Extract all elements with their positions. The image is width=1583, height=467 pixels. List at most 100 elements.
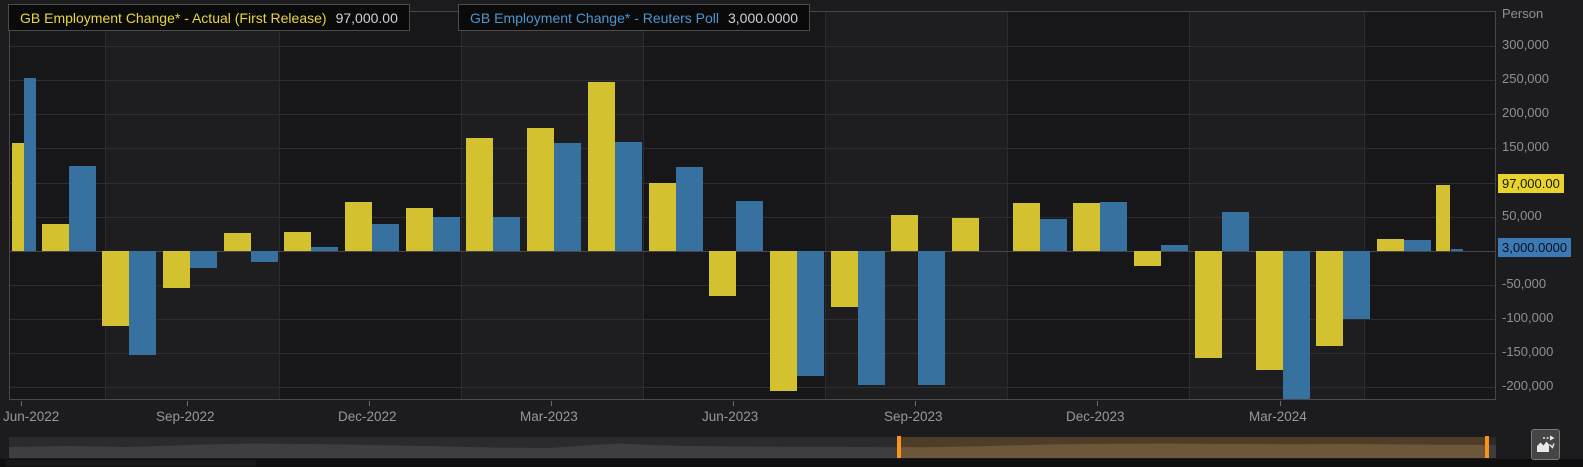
x-tick-label: Jun-2022 xyxy=(3,409,60,424)
bar-poll-Jan-2024[interactable] xyxy=(1161,245,1189,251)
bar-poll-Dec-2023[interactable] xyxy=(1100,201,1128,251)
bar-poll-Apr-2024[interactable] xyxy=(1343,250,1371,320)
bar-poll-Feb-2023[interactable] xyxy=(493,217,521,251)
y-axis-badge-poll: 3,000.0000 xyxy=(1498,238,1572,257)
timeline-navigator[interactable] xyxy=(9,434,1496,458)
x-tick-label: Sep-2022 xyxy=(156,409,215,424)
horizontal-gridline xyxy=(10,387,1495,388)
bar-actual-Feb-2024[interactable] xyxy=(1194,250,1222,358)
navigator-left-handle[interactable] xyxy=(897,436,901,458)
horizontal-gridline xyxy=(10,80,1495,81)
bar-actual-Jul-2023[interactable] xyxy=(769,250,797,392)
bar-actual-Aug-2022[interactable] xyxy=(102,250,130,326)
bar-actual-Sep-2022[interactable] xyxy=(162,250,190,288)
bar-actual-Apr-2024[interactable] xyxy=(1316,250,1344,347)
legend-label-actual: GB Employment Change* - Actual (First Re… xyxy=(20,9,327,26)
bar-actual-May-2024[interactable] xyxy=(1376,239,1404,251)
bar-actual-Jun-2022[interactable] xyxy=(12,143,24,251)
bar-poll-Jul-2022[interactable] xyxy=(68,165,96,251)
bar-poll-Mar-2023[interactable] xyxy=(554,143,582,251)
bar-actual-Dec-2022[interactable] xyxy=(345,201,372,251)
quarter-band xyxy=(825,12,1008,399)
bar-poll-Aug-2023[interactable] xyxy=(857,250,885,386)
bar-actual-Oct-2022[interactable] xyxy=(223,233,251,251)
bar-actual-Jun-2023[interactable] xyxy=(709,250,737,296)
bar-actual-Nov-2023[interactable] xyxy=(1012,203,1040,251)
horizontal-gridline xyxy=(10,148,1495,149)
scroll-thumb[interactable] xyxy=(6,460,256,466)
x-tick-mark xyxy=(551,401,552,406)
vertical-gridline xyxy=(1364,12,1365,399)
bar-actual-Nov-2022[interactable] xyxy=(284,232,312,251)
bar-actual-Feb-2023[interactable] xyxy=(466,137,494,251)
bar-poll-Sep-2023[interactable] xyxy=(918,250,946,386)
area-chart-arrow-icon xyxy=(1537,435,1555,452)
bar-poll-Sep-2022[interactable] xyxy=(189,250,217,268)
y-axis-badge-actual: 97,000.00 xyxy=(1498,174,1564,193)
vertical-gridline xyxy=(461,12,462,399)
x-tick-label: Sep-2023 xyxy=(884,409,943,424)
x-tick-mark xyxy=(915,401,916,406)
bar-poll-Aug-2022[interactable] xyxy=(129,250,157,356)
navigator-right-handle[interactable] xyxy=(1485,436,1489,458)
x-tick-label: Dec-2022 xyxy=(338,409,397,424)
x-tick-mark xyxy=(733,401,734,406)
bar-poll-Jan-2023[interactable] xyxy=(432,216,460,251)
bar-poll-Nov-2023[interactable] xyxy=(1039,218,1067,251)
bar-actual-Aug-2023[interactable] xyxy=(830,250,858,307)
bar-poll-Dec-2022[interactable] xyxy=(372,223,399,251)
horizontal-gridline xyxy=(10,319,1495,320)
y-tick-label: -150,000 xyxy=(1502,344,1554,359)
bar-actual-May-2023[interactable] xyxy=(648,182,676,251)
bar-poll-May-2023[interactable] xyxy=(675,166,703,251)
bar-actual-Jun-2024[interactable] xyxy=(1435,184,1450,251)
bar-actual-Dec-2023[interactable] xyxy=(1073,203,1101,251)
y-axis: Person 300,000 250,000 200,000 150,000 50,00… xyxy=(1497,0,1583,467)
y-tick-label: -100,000 xyxy=(1502,310,1554,325)
legend-label-poll: GB Employment Change* - Reuters Poll xyxy=(470,9,719,26)
navigator-selected-wave xyxy=(899,443,1488,458)
vertical-gridline xyxy=(643,12,644,399)
vertical-gridline xyxy=(105,12,106,399)
legend-series-actual[interactable]: GB Employment Change* - Actual (First Re… xyxy=(8,4,410,31)
bar-poll-Oct-2022[interactable] xyxy=(250,250,278,263)
legend-series-poll[interactable]: GB Employment Change* - Reuters Poll 3,0… xyxy=(458,4,811,31)
bar-poll-Mar-2024[interactable] xyxy=(1282,250,1310,399)
bottom-scroll-track[interactable] xyxy=(0,459,1583,467)
bar-actual-Jan-2023[interactable] xyxy=(405,207,433,251)
bar-actual-Oct-2023[interactable] xyxy=(952,218,979,251)
plot-area[interactable] xyxy=(9,11,1496,400)
bar-actual-Mar-2023[interactable] xyxy=(527,128,555,251)
expand-chart-button[interactable] xyxy=(1531,429,1560,460)
bar-actual-Apr-2023[interactable] xyxy=(587,81,615,251)
bar-actual-Jan-2024[interactable] xyxy=(1134,250,1162,266)
bar-poll-Feb-2024[interactable] xyxy=(1221,211,1249,251)
y-tick-label: -200,000 xyxy=(1502,378,1554,393)
bar-actual-Mar-2024[interactable] xyxy=(1255,250,1283,371)
bar-poll-Apr-2023[interactable] xyxy=(614,141,642,251)
bar-actual-Sep-2023[interactable] xyxy=(891,214,919,251)
bar-poll-Jun-2022[interactable] xyxy=(24,78,36,251)
y-tick-label: -50,000 xyxy=(1502,276,1547,291)
y-tick-label: 250,000 xyxy=(1502,71,1549,86)
y-tick-label: 300,000 xyxy=(1502,37,1549,52)
x-tick-label: Jun-2023 xyxy=(702,409,759,424)
horizontal-gridline xyxy=(10,183,1495,184)
legend-value-actual: 97,000.00 xyxy=(335,9,398,26)
bar-poll-May-2024[interactable] xyxy=(1403,239,1431,251)
legend-value-poll: 3,000.0000 xyxy=(728,9,799,26)
x-tick-mark xyxy=(1280,401,1281,406)
y-tick-label: 200,000 xyxy=(1502,105,1549,120)
bar-poll-Jul-2023[interactable] xyxy=(796,250,824,377)
bar-actual-Jul-2022[interactable] xyxy=(41,223,69,251)
y-axis-unit-label: Person xyxy=(1502,6,1544,21)
horizontal-gridline xyxy=(10,46,1495,47)
bar-poll-Nov-2022[interactable] xyxy=(311,247,339,251)
bar-poll-Jun-2023[interactable] xyxy=(736,201,764,251)
navigator-preview[interactable] xyxy=(9,434,1496,458)
x-tick-mark xyxy=(1097,401,1098,406)
bar-poll-Jun-2024[interactable] xyxy=(1451,248,1463,251)
vertical-gridline xyxy=(825,12,826,399)
vertical-gridline xyxy=(1189,12,1190,399)
